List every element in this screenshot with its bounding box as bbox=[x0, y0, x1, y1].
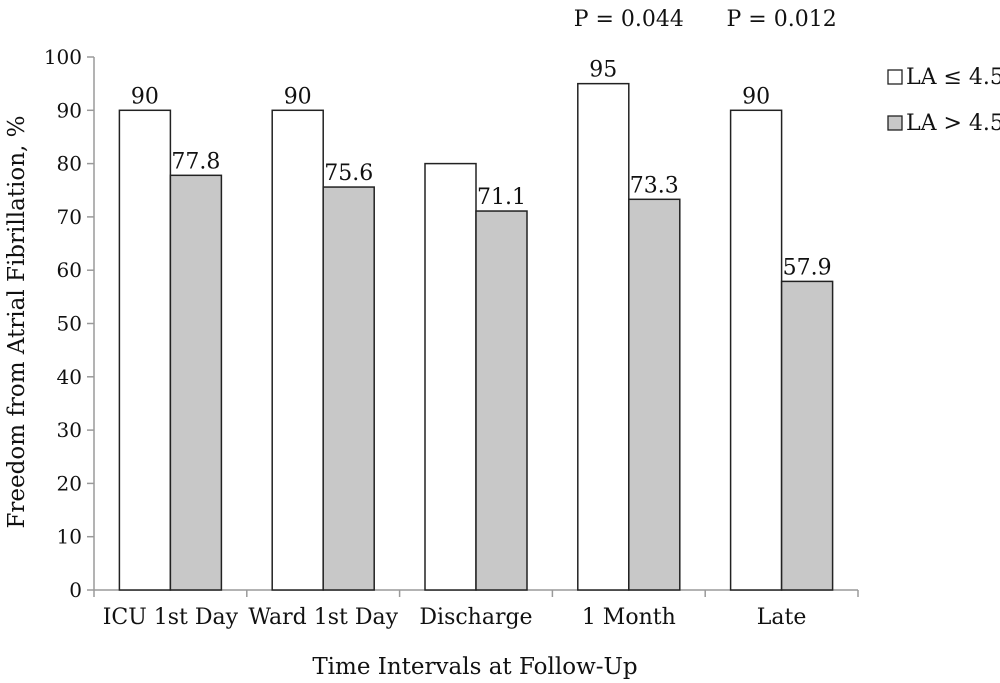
x-tick-label: Late bbox=[757, 605, 807, 630]
data-label: 90 bbox=[284, 84, 312, 109]
y-tick-label: 70 bbox=[57, 205, 82, 229]
x-tick-label: ICU 1st Day bbox=[103, 605, 239, 630]
bar-la-le-4-5 bbox=[118, 109, 172, 591]
data-label: 75.6 bbox=[324, 161, 373, 186]
y-tick-label: 30 bbox=[57, 418, 82, 442]
bar-la-gt-4-5 bbox=[322, 186, 375, 591]
bar-la-le-4-5 bbox=[424, 162, 477, 591]
x-tick-label: Discharge bbox=[419, 605, 532, 630]
y-tick-label: 100 bbox=[44, 45, 82, 69]
legend-label: LA ≤ 4.5 bbox=[906, 65, 1000, 90]
bar-la-le-4-5 bbox=[271, 109, 324, 591]
bar-la-gt-4-5 bbox=[780, 280, 834, 591]
bar-la-gt-4-5 bbox=[628, 198, 681, 591]
y-tick-label: 0 bbox=[69, 578, 82, 602]
data-label: 73.3 bbox=[630, 173, 679, 198]
p-value-annotation: P = 0.012 bbox=[726, 7, 836, 32]
bars bbox=[118, 82, 834, 591]
x-tick-label: 1 Month bbox=[582, 605, 676, 630]
y-tick-label: 90 bbox=[57, 98, 82, 122]
x-axis-title: Time Intervals at Follow-Up bbox=[312, 654, 637, 680]
data-label: 71.1 bbox=[477, 185, 526, 210]
data-label: 90 bbox=[131, 84, 159, 109]
legend-label: LA > 4.5 bbox=[906, 111, 1000, 136]
y-tick-label: 60 bbox=[57, 258, 82, 282]
annotations: P = 0.044 P = 0.012 bbox=[574, 7, 837, 32]
y-axis-title: Freedom from Atrial Fibrillation, % bbox=[4, 115, 30, 528]
legend-swatch bbox=[887, 115, 903, 131]
x-tick-label: Ward 1st Day bbox=[248, 605, 398, 630]
data-label: 95 bbox=[589, 58, 617, 83]
y-tick-label: 10 bbox=[57, 525, 82, 549]
legend-swatch bbox=[887, 69, 903, 85]
p-value-annotation: P = 0.044 bbox=[574, 7, 684, 32]
data-label: 77.8 bbox=[171, 149, 220, 174]
y-tick-label: 50 bbox=[57, 312, 82, 336]
legend: LA ≤ 4.5 LA > 4.5 bbox=[887, 65, 1000, 136]
y-tick-label: 80 bbox=[57, 152, 82, 176]
data-label: 57.9 bbox=[783, 255, 832, 280]
data-labels: 90 90 95 90 77.8 75.6 71.1 73.3 57.9 bbox=[131, 58, 832, 281]
bar-la-gt-4-5 bbox=[169, 174, 223, 591]
bar-la-le-4-5 bbox=[577, 82, 630, 591]
bar-la-gt-4-5 bbox=[475, 210, 528, 591]
data-label: 90 bbox=[742, 84, 770, 109]
axes: 0 10 20 30 40 50 60 70 80 90 100 ICU 1st Day Ward 1s… bbox=[44, 45, 859, 630]
bar-la-le-4-5 bbox=[729, 109, 783, 591]
y-tick-label: 20 bbox=[57, 471, 82, 495]
y-tick-label: 40 bbox=[57, 365, 82, 389]
